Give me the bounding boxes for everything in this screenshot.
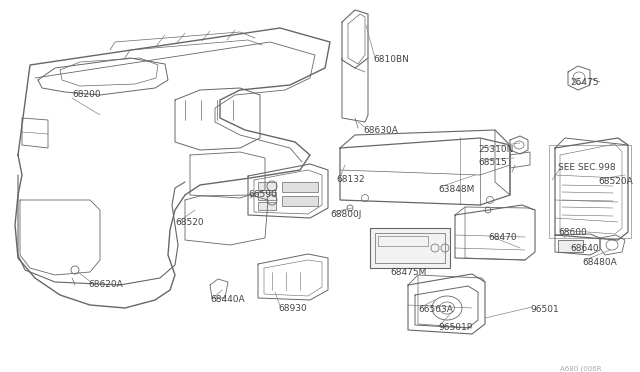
- Bar: [282, 182, 318, 192]
- Text: 68930: 68930: [278, 304, 307, 313]
- Text: 68800J: 68800J: [330, 210, 362, 219]
- Text: A680 (006R: A680 (006R: [560, 365, 602, 372]
- Text: 68515: 68515: [478, 158, 507, 167]
- Text: 68470: 68470: [488, 233, 516, 242]
- Text: 68630A: 68630A: [363, 126, 398, 135]
- Bar: [378, 236, 428, 246]
- Text: 6810BN: 6810BN: [373, 55, 409, 64]
- Bar: [258, 192, 276, 200]
- Text: 68520A: 68520A: [598, 177, 633, 186]
- Text: 63848M: 63848M: [438, 185, 474, 194]
- Text: 68475M: 68475M: [390, 268, 426, 277]
- Bar: [282, 196, 318, 206]
- Text: 68620A: 68620A: [88, 280, 123, 289]
- Text: 96501P: 96501P: [438, 323, 472, 332]
- Text: 68520: 68520: [175, 218, 204, 227]
- Bar: [558, 240, 583, 252]
- Text: 68480A: 68480A: [582, 258, 617, 267]
- Bar: [370, 228, 450, 268]
- Text: 96501: 96501: [530, 305, 559, 314]
- Text: 66563A: 66563A: [418, 305, 453, 314]
- Bar: [549, 145, 631, 238]
- Text: 66590: 66590: [248, 190, 276, 199]
- Text: 68132: 68132: [336, 175, 365, 184]
- Text: 68200: 68200: [72, 90, 100, 99]
- Bar: [258, 202, 276, 210]
- Text: 25310N: 25310N: [478, 145, 513, 154]
- Bar: [375, 233, 445, 263]
- Text: 68440A: 68440A: [210, 295, 244, 304]
- Text: 68600: 68600: [558, 228, 587, 237]
- Bar: [258, 182, 276, 190]
- Text: SEE SEC.998: SEE SEC.998: [558, 163, 616, 172]
- Text: 26475: 26475: [570, 78, 598, 87]
- Text: 68640: 68640: [570, 244, 598, 253]
